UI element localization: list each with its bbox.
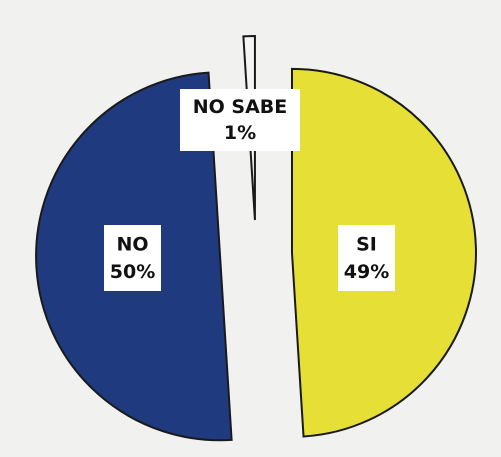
label-box [338, 225, 395, 291]
label-box [180, 89, 300, 151]
labels: SI 49% NO 50% NO SABE 1% [104, 89, 395, 291]
slice-value-label: 50% [110, 261, 155, 283]
slice-value-label: 49% [344, 261, 389, 283]
label-box [104, 225, 161, 291]
slice-label: NO SABE [193, 96, 288, 118]
slice-label: NO [116, 233, 148, 255]
slice-value-label: 1% [224, 122, 256, 144]
slice-label: SI [356, 233, 377, 255]
